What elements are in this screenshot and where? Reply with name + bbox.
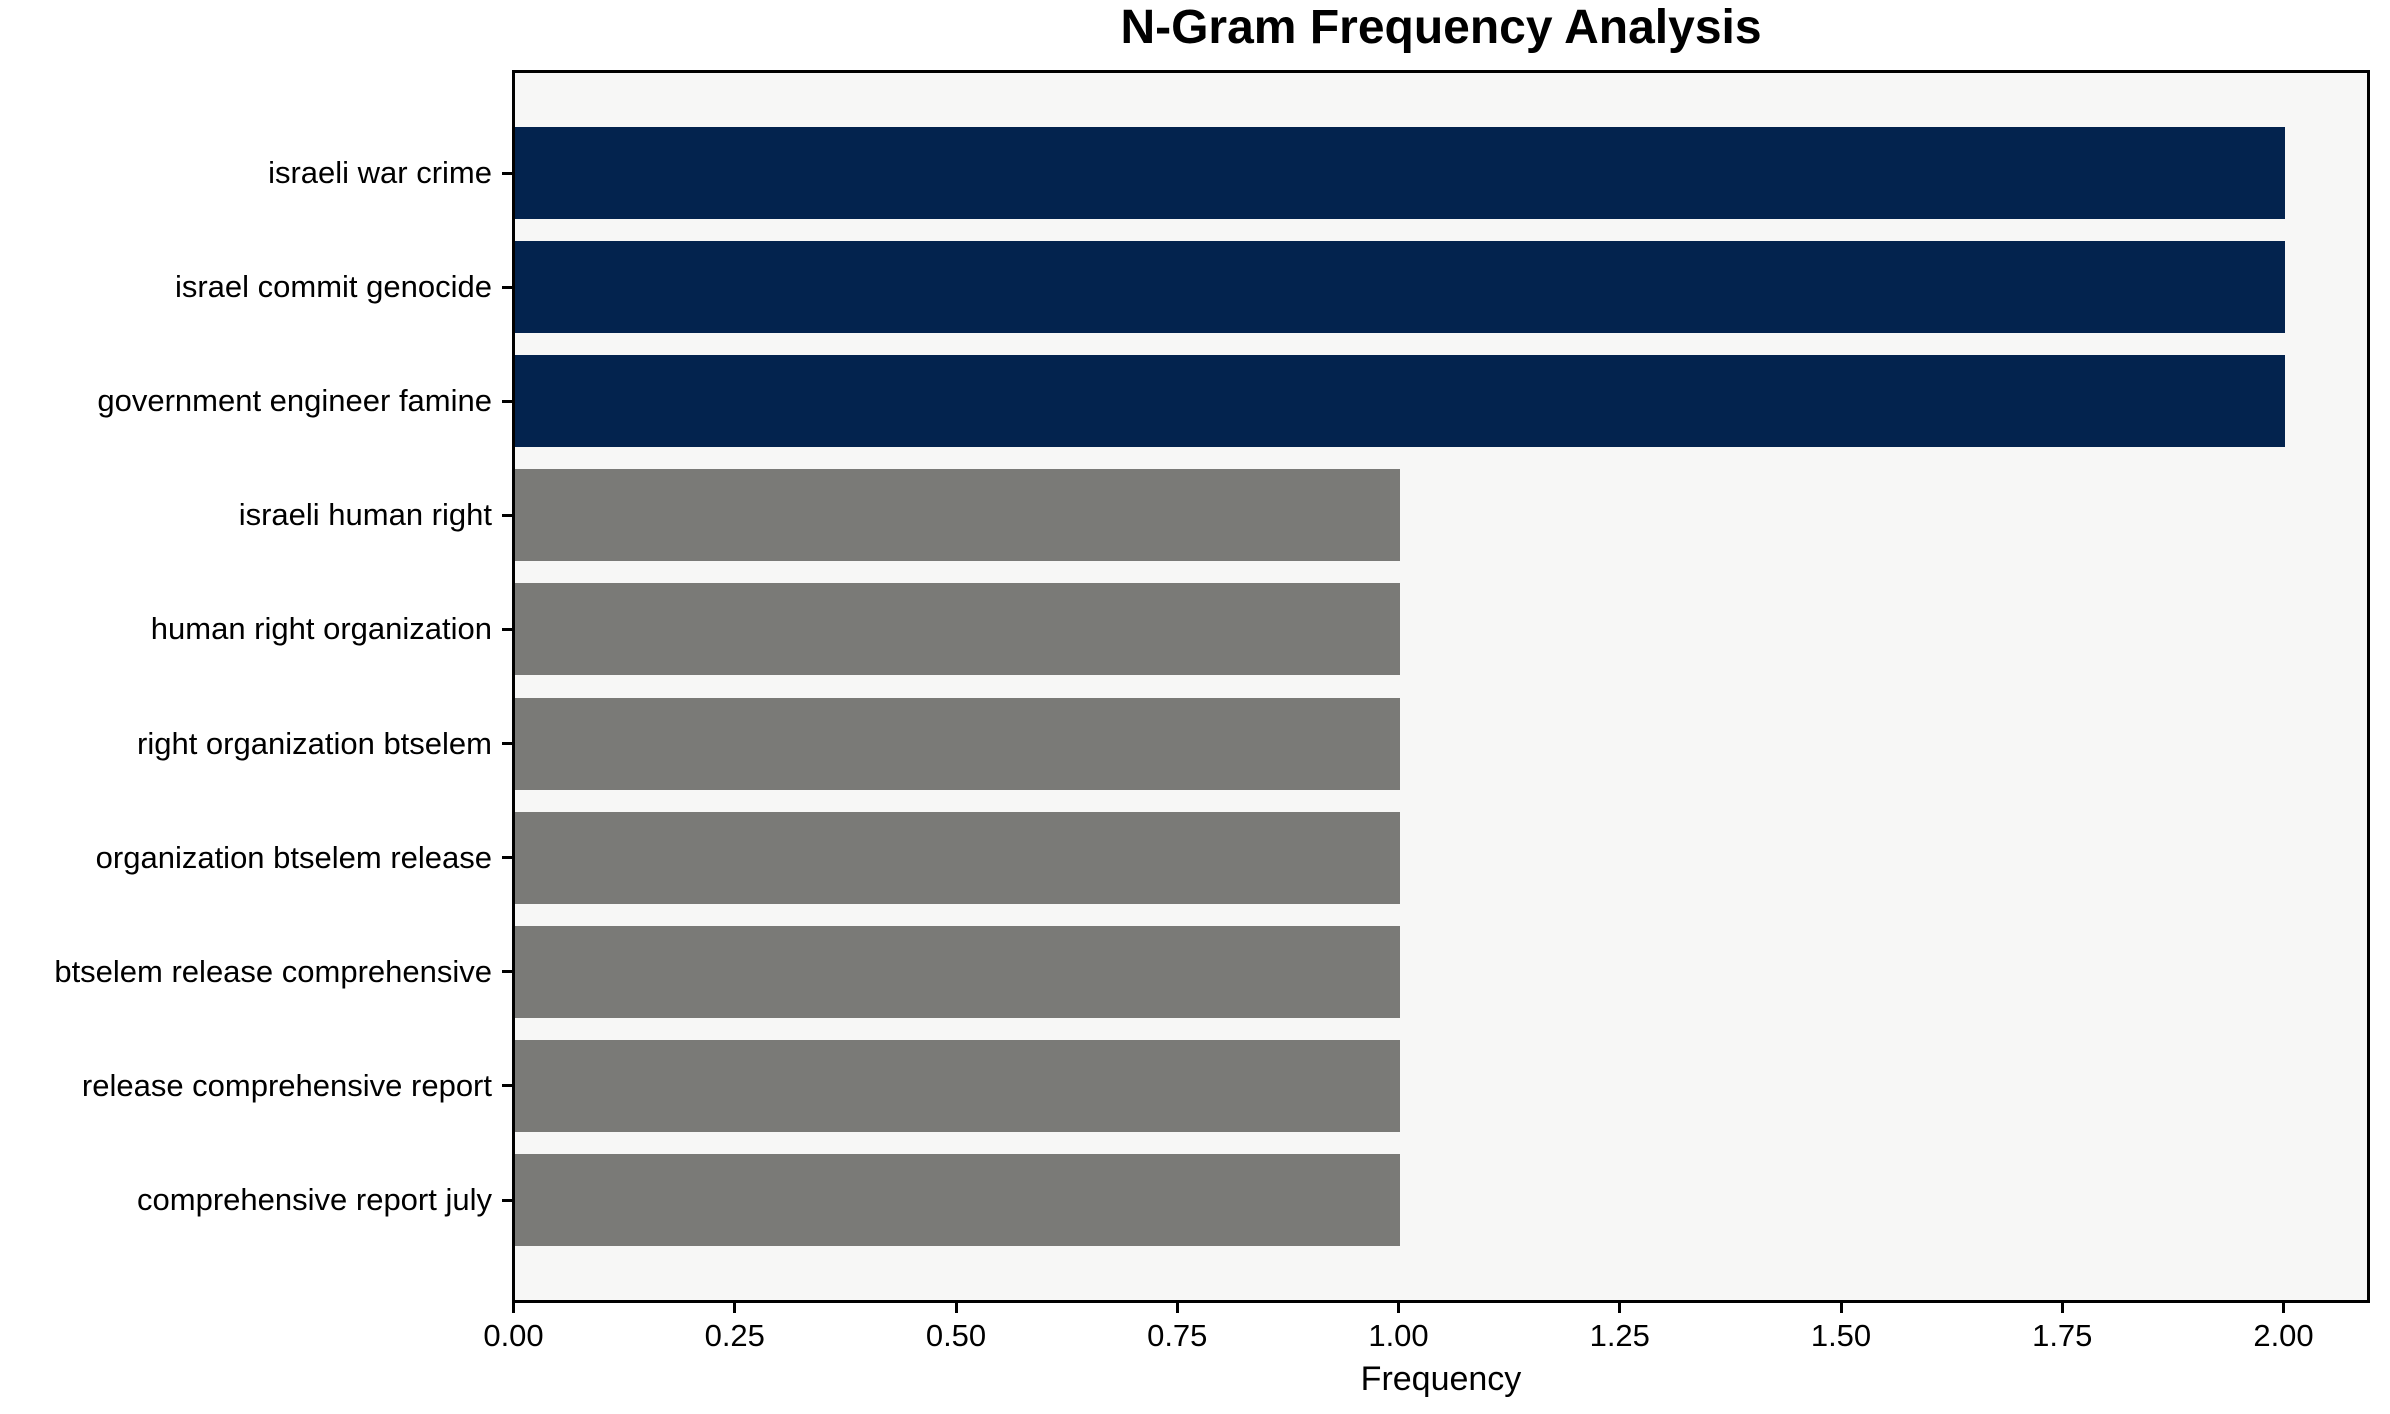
y-tick-label-8: release comprehensive report [81,1067,492,1103]
y-tick-label-5: right organization btselem [137,725,492,761]
x-tick-label-0: 0.00 [483,1318,544,1353]
x-axis-title: Frequency [1360,1360,1522,1398]
bar-4 [515,583,1400,676]
y-tick-label-1: israel commit genocide [174,269,492,305]
bar-1 [515,241,2285,334]
y-tick-7 [502,970,512,974]
x-tick-2 [954,1303,958,1313]
bar-7 [515,925,1400,1018]
y-tick-label-2: government engineer famine [97,383,492,419]
x-tick-label-3: 0.75 [1147,1318,1208,1353]
y-tick-3 [502,513,512,517]
y-tick-5 [502,742,512,746]
x-tick-label-8: 2.00 [2253,1318,2314,1353]
bar-5 [515,697,1400,790]
y-tick-1 [502,285,512,289]
y-tick-label-9: comprehensive report july [137,1182,492,1217]
x-tick-label-2: 0.50 [925,1318,987,1353]
bar-8 [515,1039,1400,1132]
x-tick-5 [1618,1303,1622,1313]
y-tick-8 [502,1084,512,1088]
x-tick-label-7: 1.75 [2032,1318,2093,1353]
x-tick-3 [1175,1303,1179,1313]
y-tick-4 [502,627,512,631]
y-tick-9 [502,1198,512,1202]
x-tick-label-4: 1.00 [1368,1318,1429,1353]
y-tick-label-7: btselem release comprehensive [54,953,492,989]
x-tick-0 [512,1303,515,1313]
x-tick-1 [733,1303,737,1313]
x-tick-6 [1839,1303,1843,1313]
x-tick-4 [1397,1303,1400,1313]
y-tick-label-4: human right organization [150,611,492,647]
x-tick-label-5: 1.25 [1589,1318,1650,1353]
x-tick-7 [2060,1303,2064,1313]
bar-6 [515,811,1400,904]
x-tick-label-6: 1.50 [1810,1318,1872,1353]
y-tick-6 [502,856,512,860]
y-tick-0 [502,171,512,175]
bar-0 [515,127,2285,219]
bar-3 [515,469,1400,562]
plot-area [512,70,2370,1303]
y-tick-2 [502,399,512,403]
bar-9 [515,1154,1400,1246]
y-tick-label-6: organization btselem release [95,839,492,875]
chart-title: N-Gram Frequency Analysis [1120,1,1762,54]
y-tick-label-3: israeli human right [238,497,492,533]
x-tick-8 [2282,1303,2285,1313]
x-tick-label-1: 0.25 [704,1318,765,1353]
bar-2 [515,355,2285,448]
y-tick-label-0: israeli war crime [268,155,492,190]
